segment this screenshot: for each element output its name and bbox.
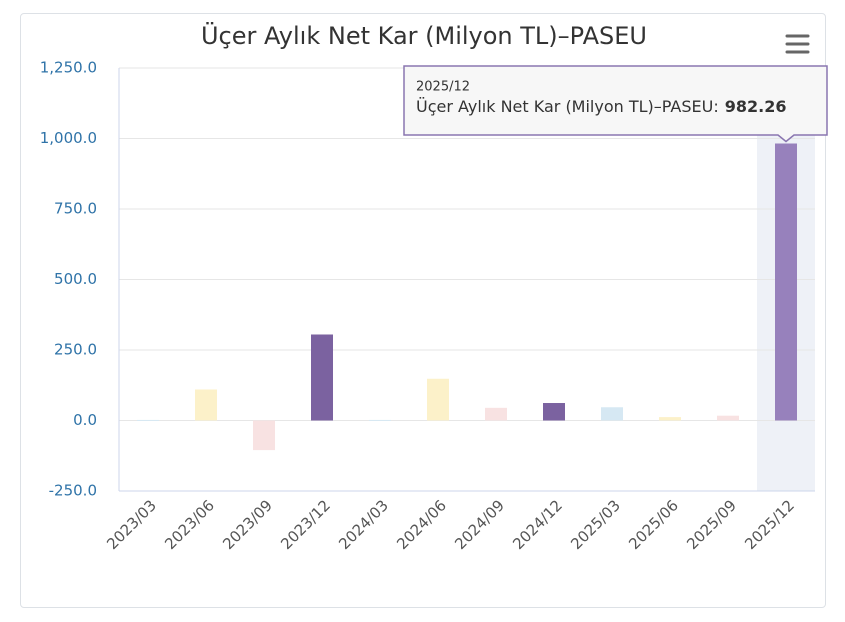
tooltip-box — [403, 65, 828, 143]
x-tick-label: 2024/06 — [393, 496, 450, 553]
y-tick-label: 1,250.0 — [40, 59, 97, 77]
bar — [717, 415, 739, 421]
menu-button[interactable] — [785, 34, 810, 54]
y-tick-label: 750.0 — [54, 200, 97, 218]
x-tick-label: 2025/09 — [683, 496, 740, 553]
x-tick-label: 2024/12 — [509, 496, 566, 553]
x-tick-label: 2023/09 — [219, 496, 276, 553]
x-tick-label: 2025/06 — [625, 496, 682, 553]
y-tick-label: 500.0 — [54, 270, 97, 288]
bar — [137, 419, 159, 421]
bar — [253, 420, 275, 451]
x-tick-label: 2025/12 — [741, 496, 798, 553]
y-tick-label: 0.0 — [73, 411, 97, 429]
bar — [311, 334, 333, 421]
x-tick-label: 2023/03 — [103, 496, 160, 553]
x-tick-label: 2024/09 — [451, 496, 508, 553]
bar — [485, 407, 507, 421]
bar — [427, 378, 449, 421]
y-tick-label: 1,000.0 — [40, 129, 97, 147]
chart-card — [20, 13, 826, 608]
bar — [659, 417, 681, 421]
bar — [775, 143, 797, 421]
x-tick-label: 2025/03 — [567, 496, 624, 553]
bar — [543, 403, 565, 421]
y-tick-label: -250.0 — [49, 482, 97, 500]
chart-title: Üçer Aylık Net Kar (Milyon TL)–PASEU — [201, 21, 647, 50]
tooltip-label: Üçer Aylık Net Kar (Milyon TL)–PASEU: — [416, 97, 719, 116]
bar — [601, 407, 623, 421]
tooltip-category: 2025/12 — [416, 80, 470, 95]
bar — [195, 389, 217, 421]
tooltip-value: 982.26 — [725, 97, 787, 116]
y-tick-label: 250.0 — [54, 341, 97, 359]
x-tick-label: 2023/12 — [277, 496, 334, 553]
x-tick-label: 2024/03 — [335, 496, 392, 553]
x-tick-label: 2023/06 — [161, 496, 218, 553]
tooltip-text: Üçer Aylık Net Kar (Milyon TL)–PASEU: 982… — [416, 97, 786, 116]
tooltip: 2025/12 Üçer Aylık Net Kar (Milyon TL)–PA… — [403, 65, 828, 143]
bar — [369, 419, 391, 421]
